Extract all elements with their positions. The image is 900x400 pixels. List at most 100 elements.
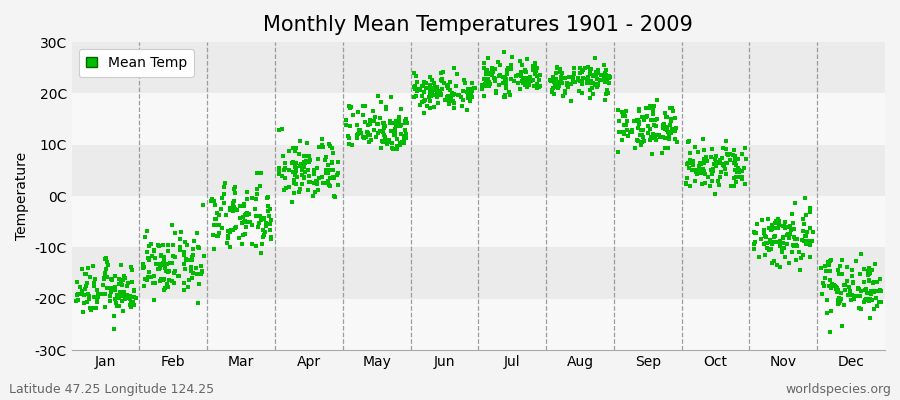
Point xyxy=(792,249,806,255)
Point xyxy=(488,66,502,72)
Point xyxy=(639,114,653,120)
Point xyxy=(762,237,777,243)
Point xyxy=(865,296,879,303)
Point xyxy=(752,254,767,260)
Point xyxy=(588,82,602,88)
Point xyxy=(479,68,493,75)
Point xyxy=(398,127,412,133)
Point xyxy=(767,234,781,240)
Point xyxy=(867,279,881,286)
Point xyxy=(555,80,570,86)
Point xyxy=(716,162,730,168)
Point xyxy=(446,98,461,104)
Point xyxy=(152,278,166,284)
Point xyxy=(572,87,586,94)
Point xyxy=(214,206,229,212)
Point xyxy=(680,160,694,167)
Point xyxy=(591,67,606,73)
Point xyxy=(446,92,460,98)
Point xyxy=(357,134,372,141)
Point xyxy=(799,212,814,218)
Point xyxy=(261,194,275,201)
Point xyxy=(356,112,370,119)
Point xyxy=(150,242,165,248)
Point xyxy=(590,70,605,76)
Point xyxy=(830,289,844,296)
Point xyxy=(575,75,590,82)
Point xyxy=(321,141,336,147)
Point xyxy=(520,74,535,81)
Point xyxy=(664,130,679,136)
Point xyxy=(843,288,858,294)
Point xyxy=(302,173,316,179)
Point xyxy=(226,198,240,204)
Point xyxy=(464,80,479,86)
Point xyxy=(377,120,392,126)
Point xyxy=(435,78,449,84)
Point xyxy=(122,280,136,286)
Point xyxy=(862,277,877,283)
Point xyxy=(155,260,169,267)
Point xyxy=(245,240,259,247)
Point xyxy=(434,90,448,97)
Point xyxy=(178,239,193,245)
Point xyxy=(302,159,317,166)
Point xyxy=(374,99,388,105)
Point xyxy=(138,234,152,241)
Point xyxy=(518,66,532,73)
Point xyxy=(299,158,313,164)
Point xyxy=(797,233,812,239)
Point xyxy=(79,282,94,289)
Point xyxy=(684,167,698,173)
Point xyxy=(698,180,713,186)
Point xyxy=(221,233,236,239)
Point xyxy=(698,154,713,160)
Point xyxy=(235,220,249,226)
Point xyxy=(297,159,311,166)
Point xyxy=(631,106,645,112)
Point xyxy=(589,72,603,78)
Point xyxy=(594,72,608,78)
Point xyxy=(220,228,235,235)
Point xyxy=(640,113,654,119)
Point xyxy=(146,280,160,286)
Point xyxy=(311,144,326,150)
Point xyxy=(783,231,797,238)
Point xyxy=(236,214,250,220)
Point xyxy=(394,131,409,138)
Point xyxy=(857,279,871,285)
Point xyxy=(479,77,493,84)
Point xyxy=(156,242,170,248)
Point xyxy=(257,215,272,222)
Point xyxy=(646,106,661,112)
Point xyxy=(311,175,326,182)
Point xyxy=(643,126,657,132)
Point xyxy=(554,68,568,75)
Point xyxy=(500,84,514,91)
Point xyxy=(263,221,277,227)
Point xyxy=(644,102,658,109)
Point xyxy=(522,79,536,86)
Point xyxy=(477,93,491,99)
Point xyxy=(434,77,448,83)
Point xyxy=(842,288,857,294)
Point xyxy=(225,227,239,234)
Point xyxy=(264,234,278,240)
Point xyxy=(412,87,427,94)
Point xyxy=(496,80,510,86)
Point xyxy=(647,122,662,128)
Point xyxy=(513,58,527,64)
Point xyxy=(681,138,696,144)
Point xyxy=(823,328,837,335)
Point xyxy=(233,203,248,209)
Point xyxy=(354,130,368,136)
Point xyxy=(397,133,411,139)
Point xyxy=(824,308,838,314)
Point xyxy=(127,286,141,293)
Point xyxy=(325,159,339,165)
Point xyxy=(144,240,158,247)
Point xyxy=(731,156,745,162)
Point xyxy=(510,80,525,86)
Point xyxy=(177,261,192,267)
Point xyxy=(616,128,631,135)
